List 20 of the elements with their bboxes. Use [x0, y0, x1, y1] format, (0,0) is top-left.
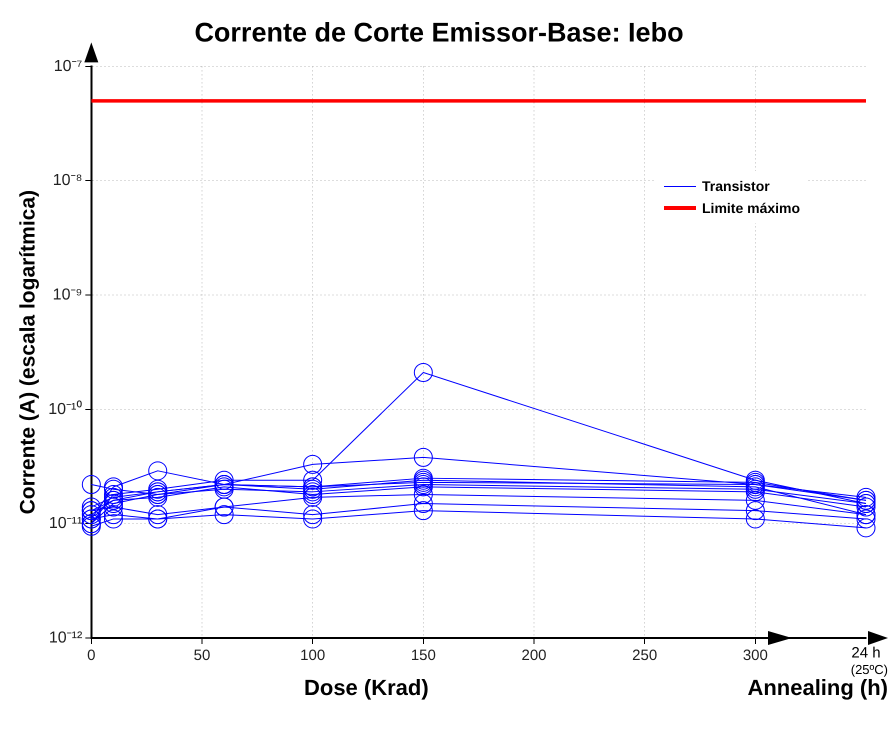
x-tick-label: 100: [300, 647, 326, 664]
y-tick-label: 10⁻⁷: [54, 58, 83, 75]
legend-label: Transistor: [702, 177, 770, 196]
x-tick-label: 300: [742, 647, 768, 664]
y-tick-label: 10⁻¹⁰: [48, 400, 82, 418]
x-tick-label: 50: [194, 647, 210, 664]
legend-label: Limite máximo: [702, 199, 800, 218]
x-tick-label: 250: [632, 647, 658, 664]
y-tick-label: 10⁻⁹: [52, 286, 82, 304]
x-tick-label: 200: [521, 647, 547, 664]
text: (25ºC): [850, 662, 888, 678]
x-tick-label: 0: [87, 647, 96, 664]
x-axis-title: Dose (Krad): [304, 675, 429, 700]
chart-title: Corrente de Corte Emissor-Base: Iebo: [194, 18, 684, 48]
y-tick-label: 10⁻⁸: [52, 172, 82, 190]
y-tick-label: 10⁻¹²: [48, 629, 83, 646]
y-axis-title: Corrente (A) (escala logarítmica): [16, 190, 40, 514]
y-tick-label: 10⁻¹¹: [48, 515, 82, 532]
text: 24 h: [851, 644, 881, 662]
x-tick-label: 150: [410, 647, 436, 664]
